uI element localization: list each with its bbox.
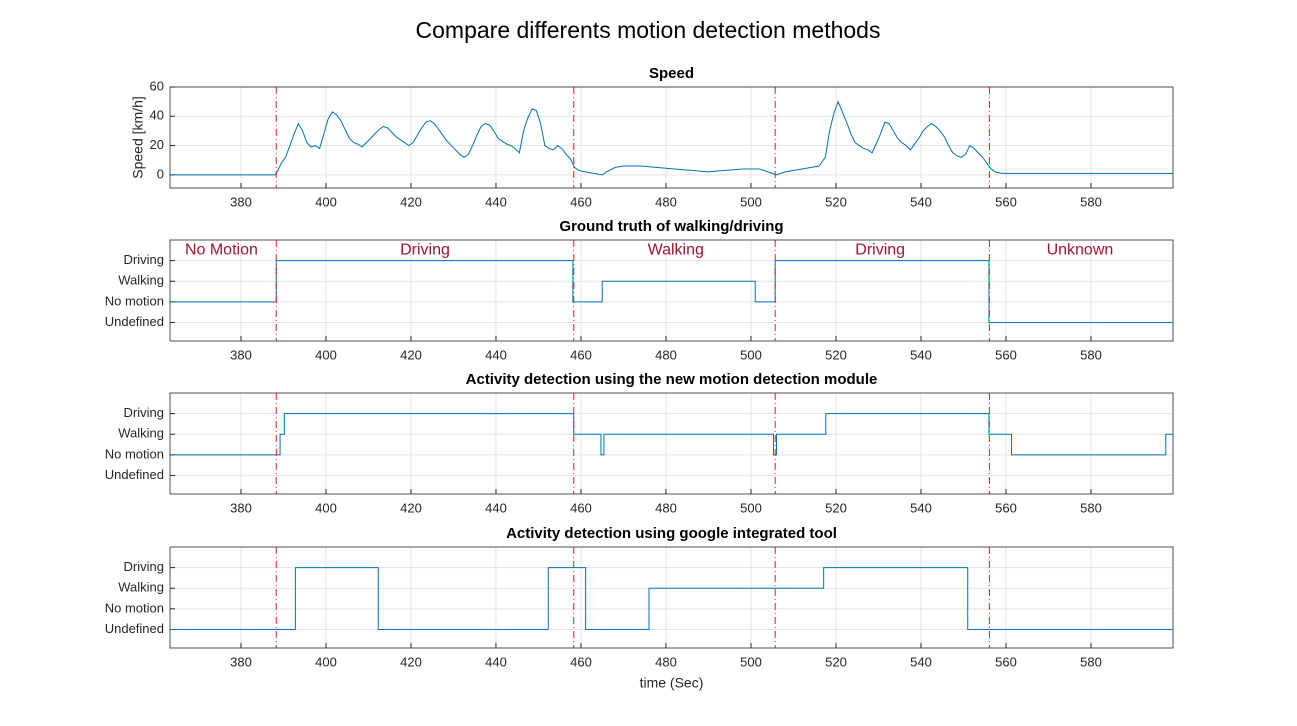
- data-line: [170, 413, 1173, 456]
- x-tick-label: 520: [825, 194, 847, 209]
- x-tick-label: 540: [910, 500, 932, 515]
- data-line: [170, 260, 1173, 323]
- x-tick-label: 400: [315, 347, 337, 362]
- x-tick-label: 580: [1080, 500, 1102, 515]
- x-tick-label: 580: [1080, 654, 1102, 669]
- x-tick-label: 440: [485, 194, 507, 209]
- x-tick-label: 560: [995, 347, 1017, 362]
- x-tick-label: 460: [570, 500, 592, 515]
- x-tick-label: 380: [230, 194, 252, 209]
- x-tick-label: 480: [655, 500, 677, 515]
- axes-title: Ground truth of walking/driving: [559, 218, 783, 235]
- annotation: Driving: [400, 242, 450, 259]
- x-tick-label: 460: [570, 194, 592, 209]
- x-tick-label: 580: [1080, 347, 1102, 362]
- x-tick-label: 440: [485, 500, 507, 515]
- data-line: [170, 567, 1173, 630]
- x-tick-label: 580: [1080, 194, 1102, 209]
- y-tick-label: Driving: [124, 559, 164, 574]
- x-tick-label: 420: [400, 500, 422, 515]
- y-tick-label: 0: [157, 166, 164, 181]
- y-tick-label: Driving: [124, 405, 164, 420]
- y-tick-label: Undefined: [105, 467, 164, 482]
- axes-box: [169, 239, 1174, 342]
- y-tick-label: 40: [150, 108, 164, 123]
- annotation: Driving: [855, 242, 905, 259]
- x-tick-label: 480: [655, 347, 677, 362]
- x-tick-label: 400: [315, 654, 337, 669]
- y-tick-label: 20: [150, 137, 164, 152]
- x-tick-label: 460: [570, 347, 592, 362]
- y-tick-label: Walking: [118, 426, 164, 441]
- x-tick-label: 400: [315, 500, 337, 515]
- y-tick-label: Undefined: [105, 621, 164, 636]
- x-tick-label: 560: [995, 654, 1017, 669]
- x-tick-label: 460: [570, 654, 592, 669]
- axes-box: [169, 546, 1174, 649]
- y-tick-label: Driving: [124, 252, 164, 267]
- axes-title: Speed: [649, 65, 694, 82]
- axes-background: [170, 547, 1173, 648]
- x-tick-label: 540: [910, 654, 932, 669]
- x-tick-label: 500: [740, 347, 762, 362]
- x-tick-label: 400: [315, 194, 337, 209]
- x-tick-label: 520: [825, 347, 847, 362]
- x-tick-label: 440: [485, 347, 507, 362]
- x-tick-label: 380: [230, 347, 252, 362]
- x-tick-label: 560: [995, 194, 1017, 209]
- x-tick-label: 480: [655, 194, 677, 209]
- y-tick-label: 60: [150, 78, 164, 93]
- x-tick-label: 420: [400, 347, 422, 362]
- x-tick-label: 540: [910, 194, 932, 209]
- axes-box: [169, 392, 1174, 495]
- axes-box: [169, 86, 1174, 189]
- x-tick-label: 520: [825, 654, 847, 669]
- y-tick-label: Walking: [118, 273, 164, 288]
- axes-title: Activity detection using the new motion …: [466, 371, 878, 388]
- axes-background: [170, 87, 1173, 188]
- x-tick-label: 560: [995, 500, 1017, 515]
- y-tick-label: No motion: [105, 446, 164, 461]
- y-tick-label: Walking: [118, 580, 164, 595]
- x-tick-label: 540: [910, 347, 932, 362]
- annotation: No Motion: [185, 242, 258, 259]
- y-tick-label: No motion: [105, 293, 164, 308]
- x-tick-label: 480: [655, 654, 677, 669]
- x-tick-label: 420: [400, 654, 422, 669]
- annotation: Unknown: [1047, 242, 1114, 259]
- x-tick-label: 380: [230, 654, 252, 669]
- y-axis-label: Speed [km/h]: [130, 96, 146, 179]
- x-tick-label: 500: [740, 194, 762, 209]
- y-tick-label: Undefined: [105, 314, 164, 329]
- x-tick-label: 500: [740, 500, 762, 515]
- x-tick-label: 500: [740, 654, 762, 669]
- axes-title: Activity detection using google integrat…: [506, 525, 837, 542]
- x-axis-label: time (Sec): [640, 675, 704, 691]
- annotation: Walking: [648, 242, 704, 259]
- x-tick-label: 420: [400, 194, 422, 209]
- y-tick-label: No motion: [105, 600, 164, 615]
- axes-background: [170, 393, 1173, 494]
- x-tick-label: 520: [825, 500, 847, 515]
- x-tick-label: 440: [485, 654, 507, 669]
- data-line: [170, 100, 1173, 176]
- x-tick-label: 380: [230, 500, 252, 515]
- figure-title: Compare differents motion detection meth…: [416, 17, 881, 43]
